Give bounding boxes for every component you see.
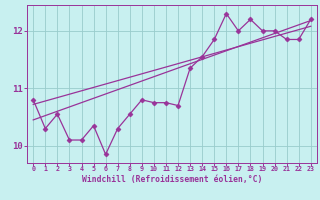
X-axis label: Windchill (Refroidissement éolien,°C): Windchill (Refroidissement éolien,°C) (82, 175, 262, 184)
